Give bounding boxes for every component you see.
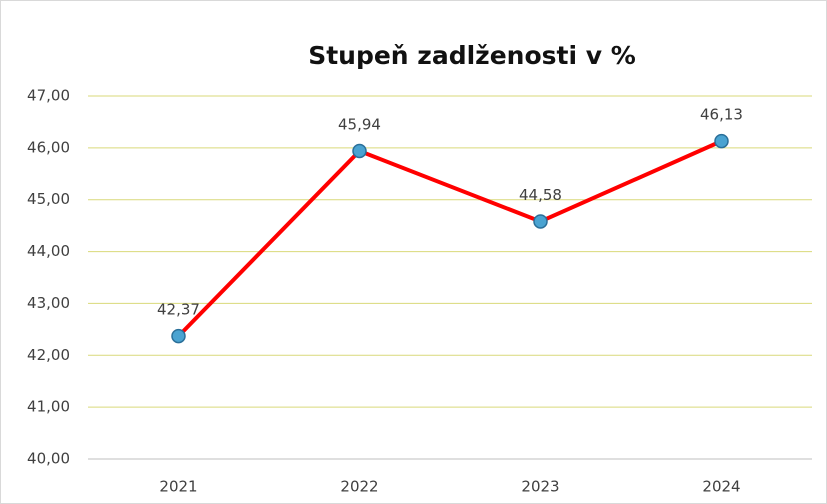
y-tick-label: 45,00 (27, 190, 70, 208)
chart-title: Stupeň zadlženosti v % (308, 41, 636, 70)
marker (171, 328, 186, 344)
y-tick-label: 41,00 (27, 398, 70, 416)
data-label: 44,58 (519, 186, 562, 204)
line (177, 139, 723, 338)
y-tick-label: 40,00 (27, 450, 70, 468)
x-tick-label: 2024 (702, 478, 740, 496)
y-tick-label: 47,00 (27, 87, 70, 105)
data-label: 45,94 (338, 115, 381, 133)
x-tick-label: 2021 (159, 478, 197, 496)
x-tick-label: 2022 (340, 478, 378, 496)
y-tick-label: 42,00 (27, 346, 70, 364)
marker (352, 143, 367, 159)
y-tick-label: 43,00 (27, 294, 70, 312)
marker (714, 133, 729, 149)
marker (533, 214, 548, 229)
data-label: 42,37 (157, 301, 200, 319)
data-label: 46,13 (700, 106, 743, 124)
x-tick-label: 2023 (521, 478, 559, 496)
y-tick-label: 44,00 (27, 242, 70, 260)
y-tick-label: 46,00 (27, 138, 70, 156)
